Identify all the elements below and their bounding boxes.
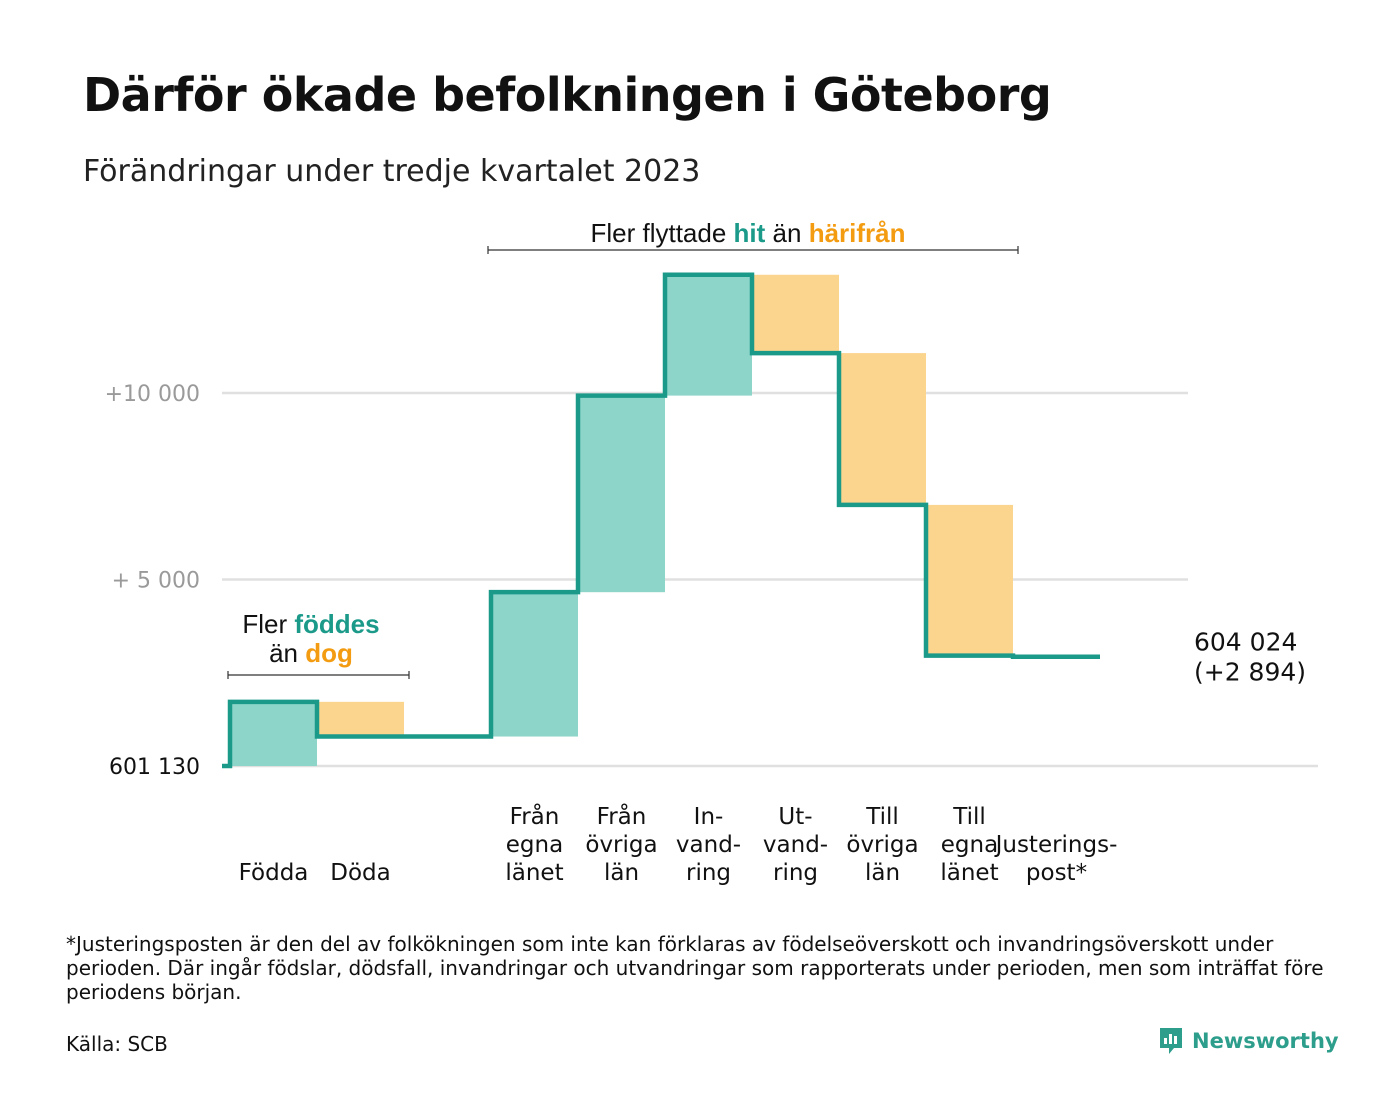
bar-tillövrigalän [839, 353, 926, 505]
annotation-text: än dog [269, 638, 353, 668]
annotation-segment: Fler flyttade [590, 218, 733, 248]
y-tick-label: + 5 000 [112, 569, 200, 594]
category-label: Födda [239, 860, 309, 886]
y-tick-label: 601 130 [109, 755, 200, 780]
bar-födda [230, 701, 317, 766]
bar-frånegnalänet [491, 592, 578, 737]
category-label: Till [952, 804, 986, 830]
annotation-segment: hit [734, 218, 766, 248]
annotation-text: Fler föddes [242, 609, 379, 639]
bar-tillegnalänet [926, 504, 1013, 656]
category-label: län [865, 860, 900, 886]
bar-invandring [665, 274, 752, 396]
bar-döda [317, 701, 404, 737]
category-label: In- [694, 804, 724, 830]
category-label: Från [597, 802, 647, 830]
category-label: Justerings- [994, 832, 1118, 858]
footnote: *Justeringsposten är den del av folkökni… [66, 932, 1324, 1004]
chart-title: Därför ökade befolkningen i Göteborg [83, 68, 1052, 122]
annotation-segment: föddes [294, 609, 379, 639]
annotation-bracket [227, 671, 410, 679]
category-label: Döda [330, 860, 390, 886]
annotation-text: Fler flyttade hit än härifrån [590, 218, 905, 248]
cumulative-line [222, 272, 1100, 769]
brand-name: Newsworthy [1192, 1029, 1339, 1053]
category-label: Ut- [778, 804, 812, 830]
category-label: ring [686, 860, 731, 886]
category-label: vand- [676, 832, 741, 858]
category-label: egna [506, 832, 563, 858]
brand-logo: Newsworthy [1158, 1026, 1339, 1056]
category-label: övriga [846, 832, 918, 858]
annotation-segment: dog [305, 638, 353, 668]
annotation-segment: Fler [242, 609, 294, 639]
bar-utvandring [752, 274, 839, 354]
category-label: post* [1026, 860, 1087, 886]
end-change-label: (+2 894) [1194, 658, 1306, 687]
category-label: Till [865, 804, 899, 830]
source-note: Källa: SCB [66, 1032, 168, 1056]
y-tick-label: +10 000 [105, 382, 200, 407]
annotation-segment: än [765, 218, 808, 248]
newsworthy-logo-icon [1160, 1028, 1182, 1054]
category-label: länet [505, 860, 563, 886]
bar-frånövrigalän [578, 395, 665, 593]
category-label: Från [510, 802, 560, 830]
bars [230, 274, 1013, 766]
category-label: vand- [763, 832, 828, 858]
category-label: övriga [585, 832, 657, 858]
chart-subtitle: Förändringar under tredje kvartalet 2023 [83, 154, 701, 189]
annotation-segment: härifrån [809, 218, 906, 248]
annotation-bracket [487, 246, 1019, 254]
end-value-label: 604 024 [1194, 628, 1297, 657]
category-label: län [604, 860, 639, 886]
category-label: länet [940, 860, 998, 886]
annotation-segment: än [269, 638, 305, 668]
category-label: ring [773, 860, 818, 886]
category-label: egna [941, 832, 998, 858]
running-total-line [222, 272, 1100, 769]
